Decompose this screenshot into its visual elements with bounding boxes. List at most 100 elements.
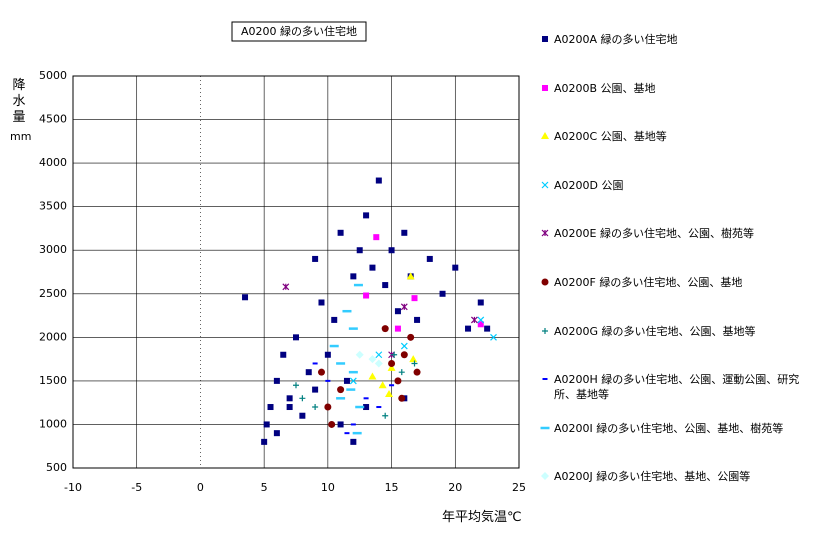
x-tick-label: 20 <box>448 481 462 494</box>
x-tick-label: 25 <box>512 481 526 494</box>
point <box>305 369 312 376</box>
x-tick-label: -10 <box>64 481 82 494</box>
legend-entry: A0200A 緑の多い住宅地 <box>538 32 813 47</box>
point <box>355 350 364 359</box>
point <box>324 403 332 411</box>
point <box>477 299 484 306</box>
point <box>273 377 280 384</box>
point <box>337 229 344 236</box>
legend-entry: A0200H 緑の多い住宅地、公園、運動公園、研究所、基地等 <box>538 372 813 402</box>
point <box>465 325 472 332</box>
x-tick-label: 10 <box>321 481 335 494</box>
point <box>312 255 319 262</box>
point <box>470 316 478 324</box>
legend-entry: A0200C 公園、基地等 <box>538 129 813 144</box>
point <box>439 290 446 297</box>
legend-entry: A0200I 緑の多い住宅地、公園、基地、樹苑等 <box>538 421 813 436</box>
legend-symbol <box>541 132 549 140</box>
point <box>398 394 406 402</box>
point <box>382 282 389 289</box>
point <box>331 316 338 323</box>
point <box>398 369 405 376</box>
point <box>280 351 287 358</box>
y-tick-label: 1000 <box>39 417 67 430</box>
point <box>477 316 485 324</box>
point <box>490 333 497 341</box>
y-tick-label: 3000 <box>39 243 67 256</box>
point <box>375 351 383 359</box>
legend-marker <box>541 472 549 481</box>
point <box>411 295 418 302</box>
legend-label: A0200G 緑の多い住宅地、公園、基地等 <box>554 324 756 338</box>
point <box>273 430 280 437</box>
legend-marker <box>540 426 550 430</box>
legend-entry: A0200E 緑の多い住宅地、公園、樹苑等 <box>538 226 813 241</box>
plot-area <box>72 75 520 469</box>
y-axis-label: 降水量 <box>12 78 26 125</box>
point <box>350 273 357 280</box>
x-tick-label: 0 <box>197 481 204 494</box>
y-tick-label: 2000 <box>39 330 67 343</box>
legend-marker <box>542 36 548 42</box>
point <box>394 377 402 385</box>
legend-entry: A0200B 公園、基地 <box>538 81 813 96</box>
legend-symbol <box>541 278 549 286</box>
point <box>409 355 418 363</box>
point <box>388 359 396 367</box>
legend-marker <box>541 278 549 286</box>
y-tick-label: 4500 <box>39 113 67 126</box>
legend-marker <box>541 229 549 237</box>
point <box>363 404 370 411</box>
point <box>363 212 370 219</box>
point <box>263 421 270 428</box>
legend-symbol <box>542 84 548 91</box>
point <box>452 264 459 271</box>
y-tick-label: 5000 <box>39 69 67 82</box>
legend-label: A0200D 公園 <box>554 178 624 192</box>
point <box>369 264 376 271</box>
legend-symbol <box>542 36 548 42</box>
point <box>242 294 249 301</box>
legend-marker <box>542 327 548 334</box>
y-tick-label: 3500 <box>39 200 67 213</box>
point <box>477 321 484 328</box>
point <box>368 372 377 380</box>
legend-entry: A0200D 公園 <box>538 178 813 193</box>
point <box>368 355 377 364</box>
point <box>400 351 408 359</box>
point <box>378 381 387 389</box>
point <box>375 177 382 184</box>
y-axis-unit: mm <box>10 130 32 143</box>
y-tick-label: 500 <box>46 461 67 474</box>
legend-label: A0200I 緑の多い住宅地、公園、基地、樹苑等 <box>554 421 784 435</box>
legend-symbol <box>541 181 549 189</box>
point <box>484 325 491 332</box>
point <box>394 325 401 332</box>
x-axis-label: 年平均気温℃ <box>442 510 522 525</box>
point <box>337 386 345 394</box>
y-tick-label: 4000 <box>39 156 67 169</box>
point <box>267 404 274 411</box>
point <box>293 334 299 341</box>
legend-symbol <box>542 327 548 334</box>
legend-symbol <box>541 472 549 481</box>
point <box>373 234 380 241</box>
point <box>293 382 299 389</box>
chart-title: A0200 緑の多い住宅地 <box>241 24 357 38</box>
point <box>356 247 363 254</box>
point <box>400 342 408 350</box>
point <box>411 360 418 367</box>
point <box>426 255 433 262</box>
point <box>414 316 421 323</box>
legend-label: A0200F 緑の多い住宅地、公園、基地 <box>554 276 743 289</box>
point <box>406 272 415 280</box>
legend-entry: A0200G 緑の多い住宅地、公園、基地等 <box>538 324 813 339</box>
legend-label: A0200E 緑の多い住宅地、公園、樹苑等 <box>554 227 754 241</box>
point <box>400 303 408 311</box>
point <box>387 363 396 371</box>
point <box>401 229 408 236</box>
point <box>318 299 325 306</box>
point <box>299 412 306 419</box>
x-tick-label: 5 <box>261 481 268 494</box>
